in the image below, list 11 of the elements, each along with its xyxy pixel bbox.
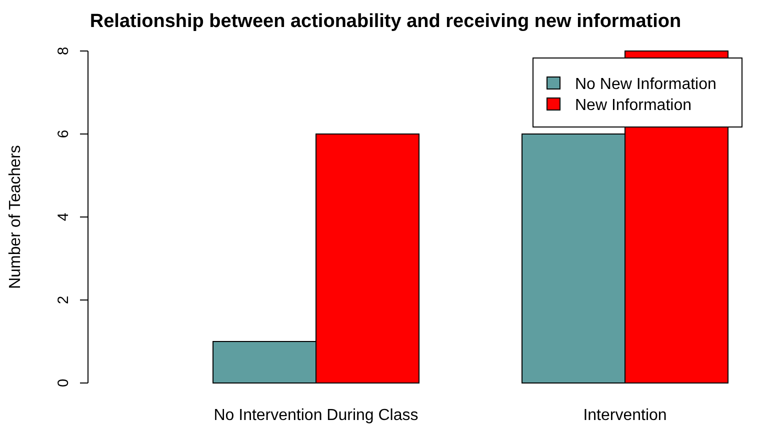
y-axis-title: Number of Teachers [7, 145, 24, 289]
y-tick-label: 4 [55, 212, 72, 222]
x-tick-label: No Intervention During Class [214, 407, 418, 424]
chart-title: Relationship between actionability and receiving new information [90, 11, 682, 32]
y-tick-label: 6 [55, 130, 72, 138]
x-tick-label: Intervention [583, 407, 667, 424]
y-tick-label: 2 [55, 296, 72, 304]
legend-label: No New Information [575, 76, 716, 93]
legend-label: New Information [575, 97, 692, 114]
y-tick-label: 8 [55, 46, 72, 56]
y-tick-label: 0 [55, 378, 72, 388]
